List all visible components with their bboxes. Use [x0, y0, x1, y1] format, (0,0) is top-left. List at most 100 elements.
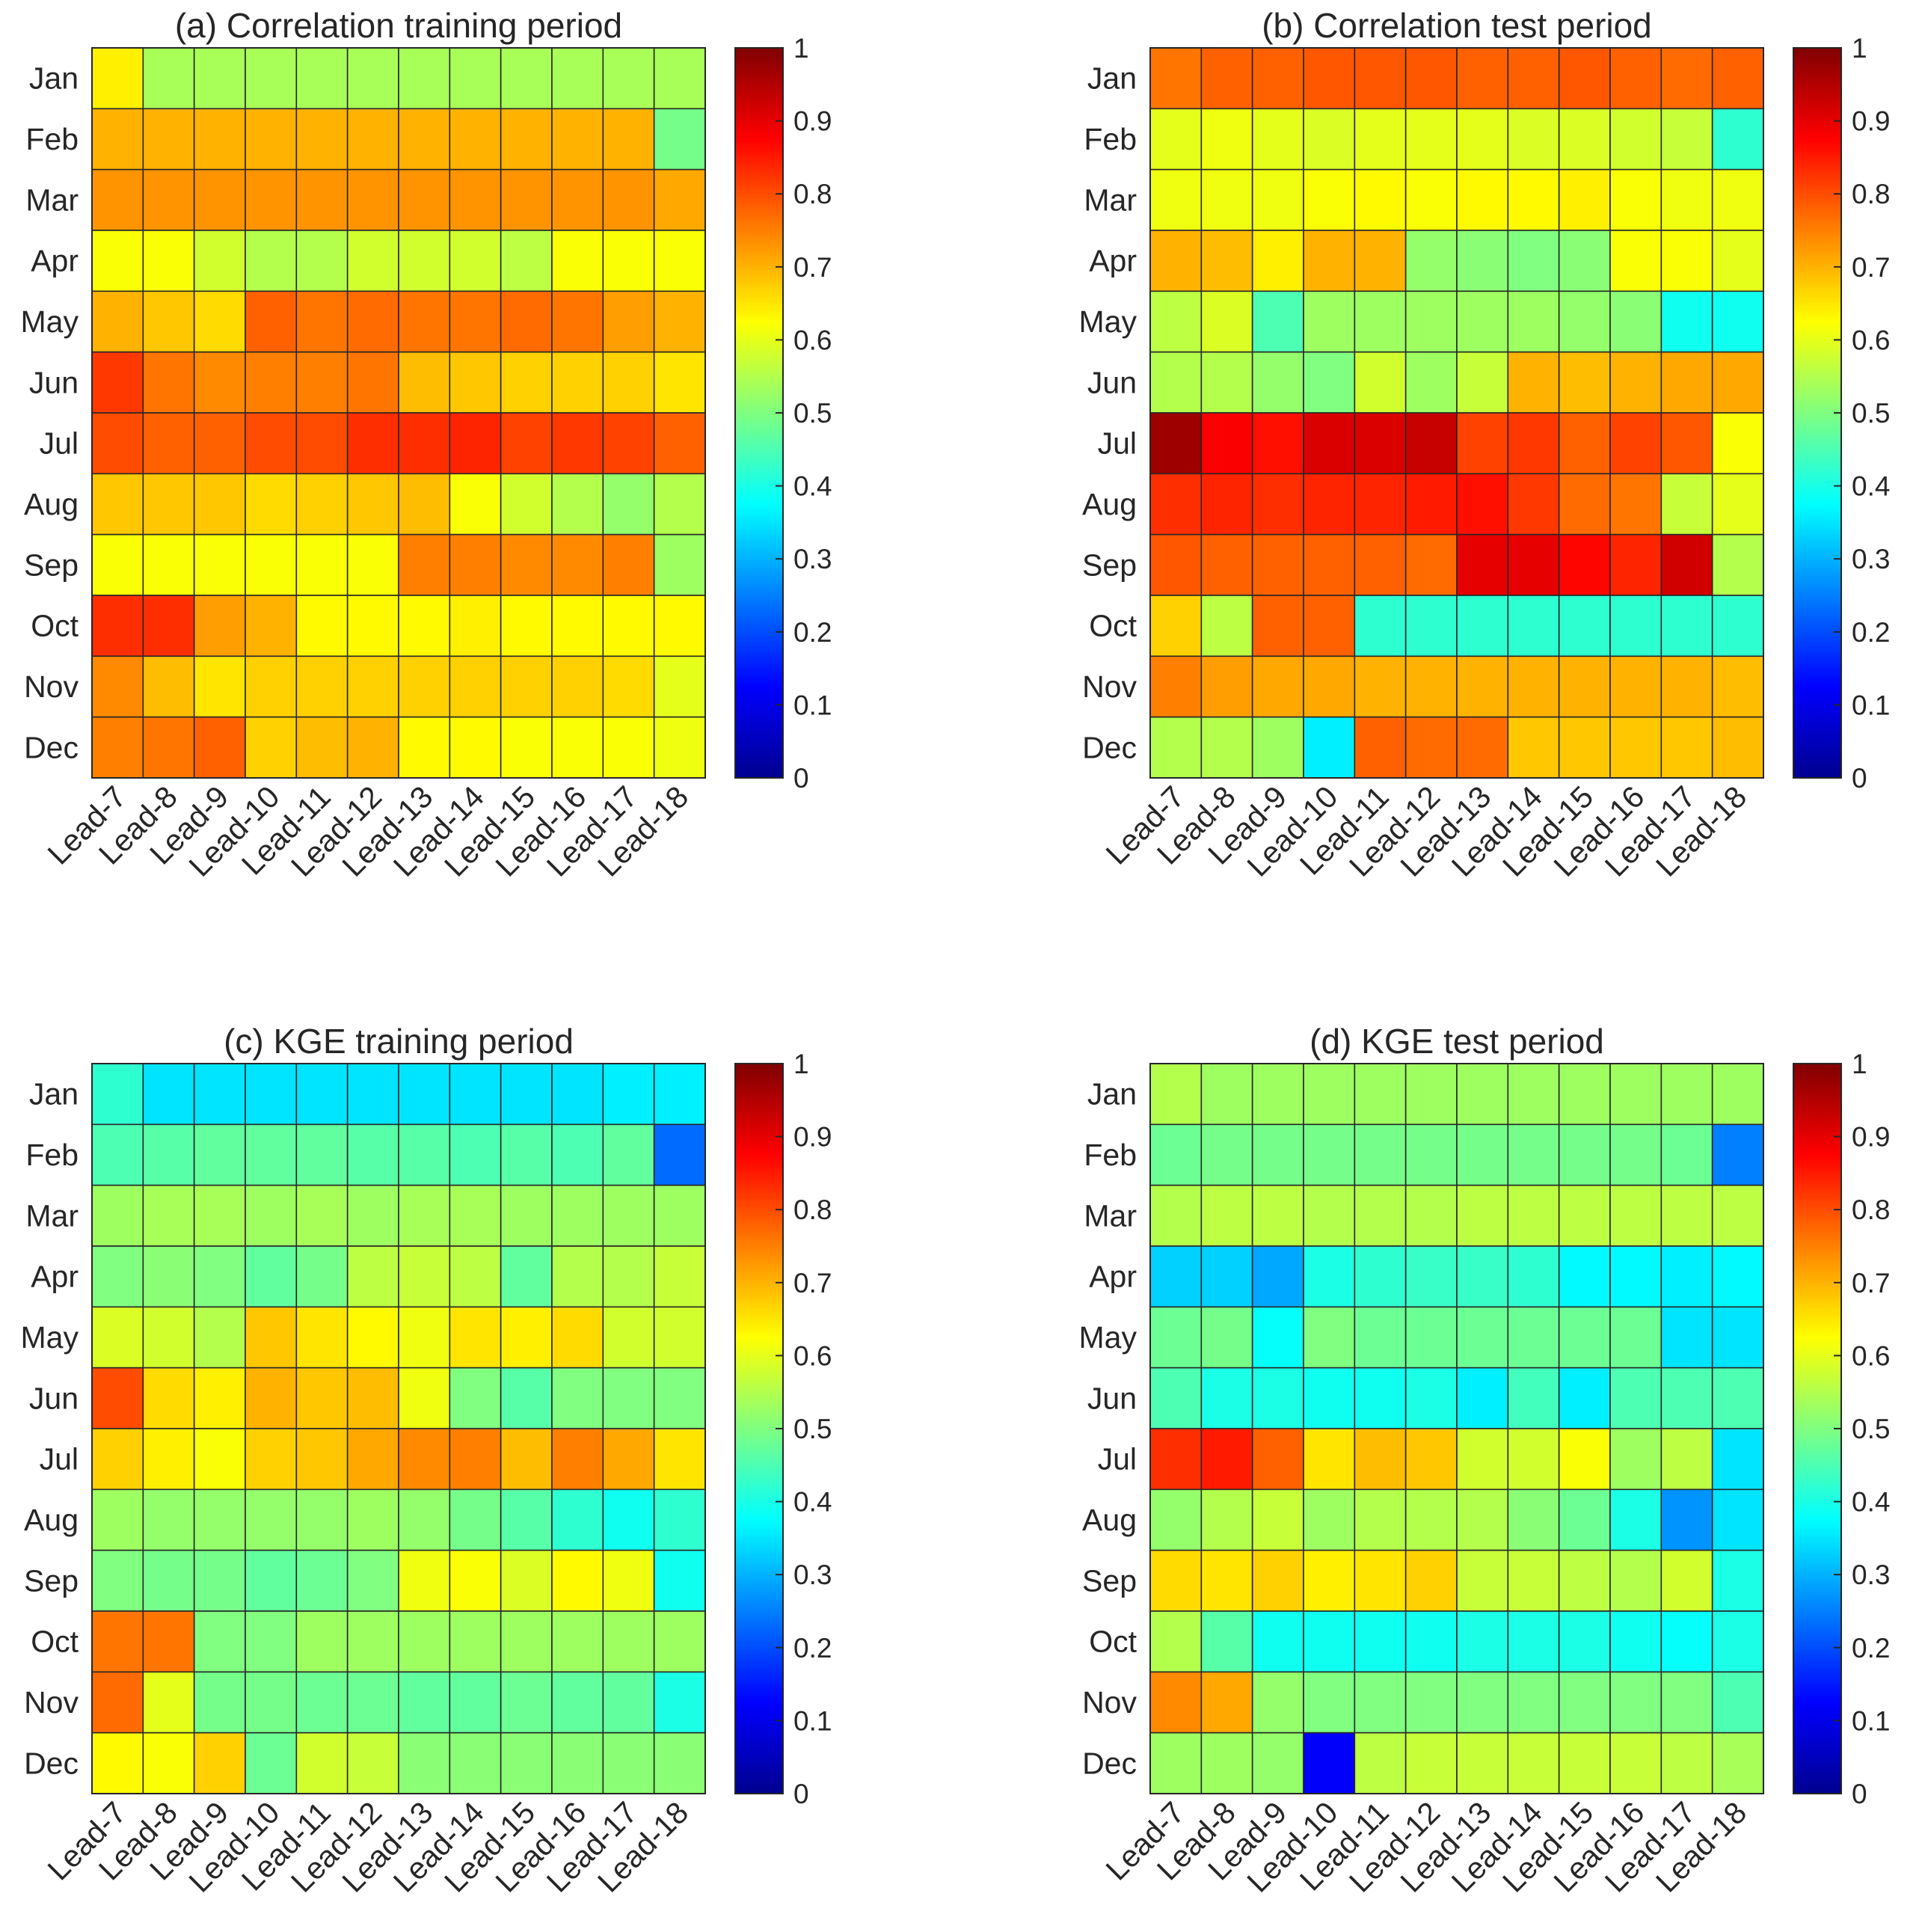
heatmap-cell-jan-lead-9 [1251, 47, 1304, 110]
heatmap-cell-apr-lead-13 [1456, 1245, 1509, 1308]
heatmap-cell-jan-lead-12 [346, 47, 399, 110]
heatmap-cell-feb-lead-16 [551, 1123, 604, 1186]
heatmap-cell-oct-lead-13 [1456, 1610, 1509, 1673]
heatmap-cell-feb-lead-11 [295, 108, 349, 171]
heatmap-cell-aug-lead-13 [398, 473, 451, 536]
heatmap-cell-sep-lead-7 [1149, 1549, 1203, 1612]
heatmap-cell-mar-lead-9 [1251, 1184, 1304, 1247]
heatmap-cell-may-lead-8 [1200, 290, 1253, 353]
colorbar-tick-label: 0.3 [793, 544, 832, 574]
heatmap-cell-feb-lead-18 [1711, 1123, 1764, 1186]
heatmap-cell-jun-lead-18 [653, 1367, 706, 1429]
colorbar-tick-label: 0.8 [1852, 179, 1890, 209]
heatmap-cell-sep-lead-18 [653, 1549, 706, 1612]
heatmap-cell-sep-lead-7 [91, 1549, 144, 1612]
heatmap-cell-dec-lead-8 [1200, 716, 1253, 779]
heatmap-cell-aug-lead-18 [653, 473, 706, 536]
heatmap-cell-sep-lead-8 [142, 1549, 195, 1612]
heatmap-cell-jun-lead-7 [1149, 351, 1203, 414]
heatmap-cell-apr-lead-15 [1558, 1245, 1611, 1308]
heatmap-cell-aug-lead-10 [245, 473, 298, 536]
heatmap-cell-jul-lead-14 [1507, 1428, 1560, 1491]
heatmap-cell-oct-lead-17 [1660, 1610, 1713, 1673]
heatmap-cell-feb-lead-9 [1251, 108, 1304, 171]
heatmap-cell-mar-lead-10 [1303, 168, 1356, 231]
heatmap-cell-aug-lead-16 [1609, 473, 1662, 536]
heatmap-cell-nov-lead-14 [1507, 1671, 1560, 1734]
colorbar-tick-label: 0.5 [1852, 398, 1890, 429]
heatmap-cell-nov-lead-12 [346, 1671, 399, 1734]
heatmap-cell-oct-lead-15 [1558, 1610, 1611, 1673]
heatmap-cell-oct-lead-13 [398, 595, 451, 657]
heatmap-cell-sep-lead-12 [1404, 533, 1458, 596]
heatmap-cell-jan-lead-18 [1711, 1063, 1764, 1126]
heatmap-cell-aug-lead-15 [1558, 1488, 1611, 1551]
heatmap-cell-sep-lead-7 [91, 533, 144, 596]
heatmap-cell-apr-lead-11 [295, 230, 349, 292]
heatmap-cell-feb-lead-7 [91, 1123, 144, 1186]
heatmap-cell-jul-lead-11 [295, 412, 349, 475]
heatmap-cell-apr-lead-7 [1149, 1245, 1203, 1308]
heatmap-cell-apr-lead-15 [500, 1245, 553, 1308]
heatmap-cell-sep-lead-13 [1456, 1549, 1509, 1612]
heatmap-cell-jun-lead-15 [1558, 351, 1611, 414]
heatmap-cell-nov-lead-11 [1354, 655, 1407, 718]
heatmap-cell-jun-lead-11 [1354, 1367, 1407, 1429]
heatmap-cell-dec-lead-7 [91, 1732, 144, 1794]
heatmap-cell-sep-lead-12 [346, 1549, 399, 1612]
heatmap-cell-jul-lead-8 [1200, 1428, 1253, 1491]
heatmap-cell-jul-lead-11 [1354, 1428, 1407, 1491]
heatmap-cell-may-lead-9 [1251, 290, 1304, 353]
heatmap-cell-may-lead-14 [449, 1306, 502, 1369]
row-label: Feb [1084, 1138, 1137, 1172]
heatmap-cell-nov-lead-11 [1354, 1671, 1407, 1734]
heatmap-cell-nov-lead-18 [653, 655, 706, 718]
heatmap-cell-jul-lead-13 [398, 412, 451, 475]
heatmap-cell-aug-lead-8 [142, 473, 195, 536]
heatmap-cell-jul-lead-7 [91, 1428, 144, 1491]
heatmap-cell-jun-lead-9 [1251, 1367, 1304, 1429]
heatmap-cell-feb-lead-8 [142, 108, 195, 171]
heatmap-cell-sep-lead-8 [1200, 1549, 1253, 1612]
heatmap-cell-jun-lead-8 [142, 351, 195, 414]
heatmap-cell-nov-lead-18 [653, 1671, 706, 1734]
heatmap-cell-jun-lead-15 [1558, 1367, 1611, 1429]
heatmap-cell-oct-lead-8 [1200, 595, 1253, 657]
heatmap-cell-oct-lead-12 [1404, 595, 1458, 657]
heatmap-cell-oct-lead-9 [193, 1610, 246, 1673]
heatmap-cell-feb-lead-15 [1558, 1123, 1611, 1186]
heatmap-cell-jan-lead-17 [602, 1063, 655, 1126]
heatmap-cell-feb-lead-11 [1354, 1123, 1407, 1186]
heatmap-cell-jun-lead-14 [1507, 1367, 1560, 1429]
heatmap-cell-aug-lead-14 [1507, 1488, 1560, 1551]
heatmap-cell-sep-lead-9 [193, 533, 246, 596]
heatmap-cell-apr-lead-13 [398, 1245, 451, 1308]
heatmap-cell-jul-lead-17 [1660, 412, 1713, 475]
heatmap-cell-dec-lead-17 [1660, 1732, 1713, 1794]
heatmap-cell-dec-lead-18 [653, 716, 706, 779]
heatmap-cell-nov-lead-14 [1507, 655, 1560, 718]
heatmap-cell-jan-lead-16 [551, 1063, 604, 1126]
heatmap-cell-apr-lead-15 [1558, 230, 1611, 292]
row-label: May [1079, 304, 1137, 339]
heatmap-cell-may-lead-15 [1558, 290, 1611, 353]
row-label: Feb [1084, 122, 1137, 156]
heatmap-cell-jun-lead-10 [245, 351, 298, 414]
colorbar-tick-label: 0.1 [793, 1705, 832, 1736]
heatmap-cell-may-lead-10 [1303, 1306, 1356, 1369]
heatmap-cell-dec-lead-18 [1711, 716, 1764, 779]
heatmap-cell-jul-lead-13 [398, 1428, 451, 1491]
heatmap-cells [1149, 1063, 1764, 1794]
heatmap-cell-jul-lead-9 [193, 1428, 246, 1491]
heatmap-cell-oct-lead-13 [1456, 595, 1509, 657]
heatmap-cell-oct-lead-10 [245, 595, 298, 657]
heatmap-cell-oct-lead-16 [1609, 1610, 1662, 1673]
heatmap-cell-jan-lead-15 [1558, 47, 1611, 110]
colorbar-tick-label: 0.3 [1852, 544, 1890, 574]
heatmap-cell-jul-lead-8 [1200, 412, 1253, 475]
heatmap-cell-oct-lead-14 [1507, 595, 1560, 657]
heatmap-cell-oct-lead-11 [1354, 1610, 1407, 1673]
heatmap-cell-mar-lead-10 [245, 168, 298, 231]
heatmap-cell-may-lead-15 [1558, 1306, 1611, 1369]
heatmap-cell-dec-lead-12 [346, 716, 399, 779]
